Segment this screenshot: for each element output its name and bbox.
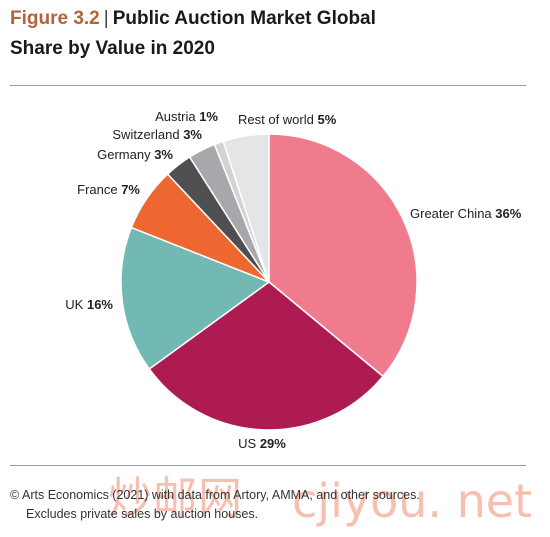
slice-label-rest-of-world: Rest of world 5% [238,112,337,127]
pie-slice-greater-china [268,133,418,378]
source-line-2: Excludes private sales by auction houses… [26,507,259,521]
slice-label-switzerland: Switzerland 3% [112,127,202,142]
pie-labels: Greater China 36% US 29% UK 16% France 7% Ge… [65,109,521,451]
title-separator: | [103,8,109,29]
pie-slice-us [148,281,385,431]
slice-label-germany: Germany 3% [97,147,173,162]
bottom-divider [10,465,526,466]
top-divider [10,85,526,86]
watermark-cn: 炒邮网 [108,473,243,524]
source-line-1: © Arts Economics (2021) with data from A… [10,488,420,502]
figure-label: Figure 3.2 [10,8,100,29]
title-line-2: Share by Value in 2020 [10,38,215,59]
slice-label-france: France 7% [77,182,140,197]
slice-label-austria: Austria 1% [155,109,218,124]
slice-label-uk: UK 16% [65,297,113,312]
source-note: © Arts Economics (2021) with data from A… [10,486,420,524]
slice-label-us: US 29% [238,436,286,451]
watermark-url: cjiyou. net [292,474,533,528]
pie-slices [120,133,418,431]
slice-label-greater-china: Greater China 36% [410,206,522,221]
title-line-1: Public Auction Market Global [112,8,376,29]
pie-slice-uk [120,226,271,371]
pie-slice-rest-of-world [222,133,270,283]
chart-title: Figure 3.2 | Public Auction Market Global … [10,4,530,64]
